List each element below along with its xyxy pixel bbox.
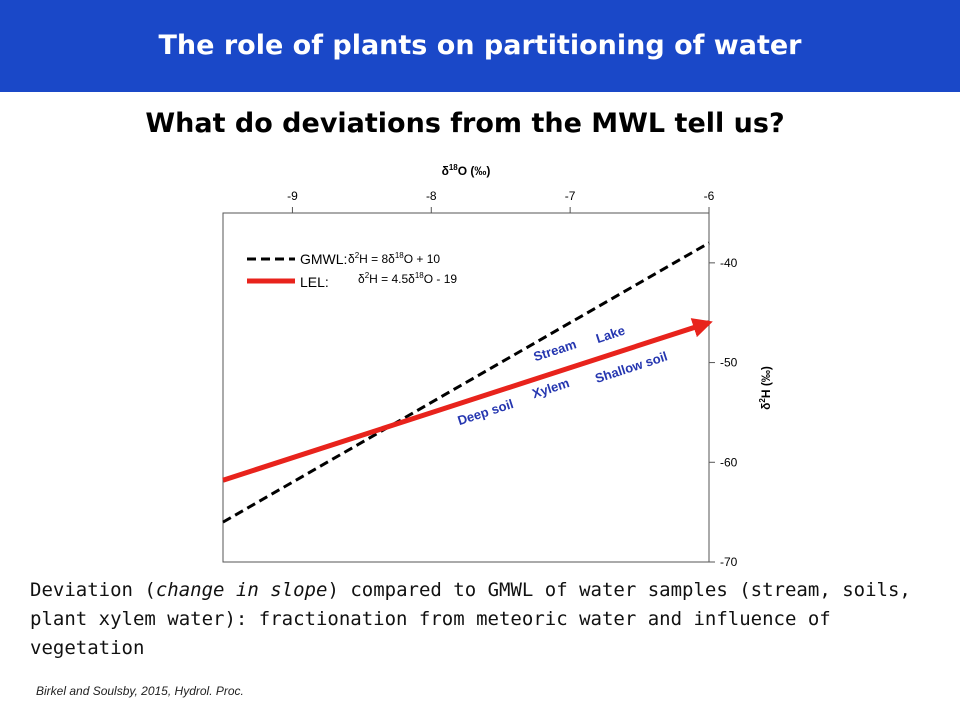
y-tick-label: -60 <box>720 455 738 469</box>
x-tick-label: -6 <box>704 189 715 203</box>
y-axis-label-delta: δ <box>759 403 773 410</box>
x-axis-ticks: -9 -8 -7 -6 <box>287 189 715 213</box>
caption-emphasis: change in slope <box>155 579 328 601</box>
legend-gmwl-label: GMWL: <box>300 251 347 267</box>
x-axis-label: δ18O (‰) <box>442 163 491 178</box>
plot-frame <box>222 212 710 563</box>
y-tick-label: -50 <box>720 356 738 370</box>
y-tick-label: -40 <box>720 256 738 270</box>
caption: Deviation (change in slope) compared to … <box>30 576 930 663</box>
lel-line <box>222 318 713 483</box>
legend: GMWL: δ2H = 8δ18O + 10 LEL: δ2H = 4.5δ18… <box>247 251 457 290</box>
y-axis-label-sup: 2 <box>758 398 767 403</box>
isotope-chart: -9 -8 -7 -6 -40-50-60-70 δ18O (‰) δ2H (‰) G… <box>222 163 773 569</box>
y-axis-label-rest: H (‰) <box>759 366 773 398</box>
caption-part-1: Deviation ( <box>30 579 156 601</box>
y-axis-label: δ2H (‰) <box>758 366 773 410</box>
caption-part-2: ) compared to GMWL of water samples (str… <box>30 579 911 659</box>
x-axis-label-sup: 18 <box>449 163 458 172</box>
legend-gmwl-equation: δ2H = 8δ18O + 10 <box>348 251 440 266</box>
slide-subtitle: What do deviations from the MWL tell us? <box>145 108 785 139</box>
citation: Birkel and Soulsby, 2015, Hydrol. Proc. <box>36 684 244 698</box>
chart-container: -9 -8 -7 -6 -40 -50 -60 -70 δ18O (‰) δ2H (‰) G… <box>222 163 773 569</box>
gmwl-line <box>222 241 710 524</box>
annotation-label: Lake <box>594 323 627 346</box>
x-axis-label-delta: δ <box>442 164 449 178</box>
y-axis-ticks: -40 -50 -60 -70 <box>709 256 738 569</box>
x-axis-label-rest: O (‰) <box>458 164 491 178</box>
legend-lel-equation: δ2H = 4.5δ18O - 19 <box>358 271 457 286</box>
y-tick-label: -70 <box>720 555 738 569</box>
x-tick-label: -9 <box>287 189 298 203</box>
title-bar: The role of plants on partitioning of wa… <box>0 0 960 92</box>
page-title: The role of plants on partitioning of wa… <box>158 30 802 61</box>
legend-lel-label: LEL: <box>300 274 329 290</box>
x-tick-label: -7 <box>565 189 576 203</box>
x-tick-label: -8 <box>426 189 437 203</box>
